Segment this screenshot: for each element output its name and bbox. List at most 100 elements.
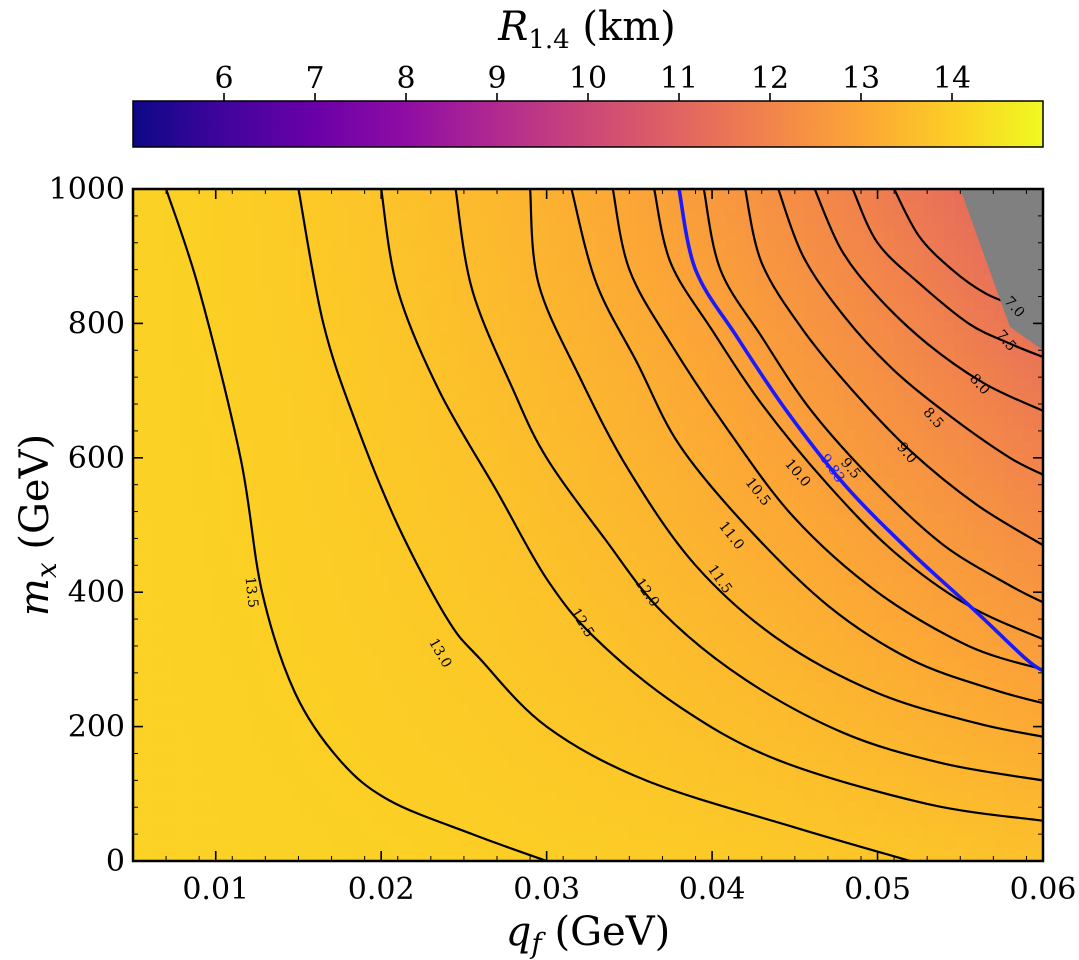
heatmap-cell	[884, 573, 896, 586]
heatmap-cell	[409, 213, 421, 226]
heatmap-cell	[498, 825, 510, 838]
heatmap-cell	[528, 441, 540, 454]
heatmap-cell	[667, 321, 678, 334]
heatmap-cell	[390, 585, 401, 598]
heatmap-cell	[706, 477, 718, 490]
heatmap-cell	[934, 357, 945, 370]
heatmap-cell	[657, 273, 668, 286]
heatmap-cell	[548, 777, 559, 790]
heatmap-cell	[815, 837, 826, 850]
heatmap-cell	[726, 501, 737, 514]
heatmap-cell	[845, 585, 856, 598]
heatmap-cell	[637, 501, 648, 514]
heatmap-cell	[508, 753, 520, 766]
heatmap-cell	[479, 537, 490, 550]
heatmap-cell	[756, 729, 767, 742]
heatmap-cell	[162, 657, 174, 670]
heatmap-cell	[479, 441, 490, 454]
heatmap-cell	[330, 465, 342, 478]
heatmap-cell	[390, 621, 401, 634]
heatmap-cell	[340, 369, 352, 382]
heatmap-cell	[281, 237, 292, 250]
heatmap-cell	[281, 345, 292, 358]
heatmap-cell	[409, 297, 421, 310]
heatmap-cell	[637, 561, 648, 574]
heatmap-cell	[142, 261, 154, 274]
heatmap-cell	[953, 537, 965, 550]
heatmap-cell	[993, 837, 1005, 850]
heatmap-cell	[835, 741, 846, 754]
heatmap-cell	[766, 801, 777, 814]
heatmap-cell	[360, 609, 371, 622]
heatmap-cell	[518, 597, 530, 610]
heatmap-cell	[390, 381, 401, 394]
heatmap-cell	[222, 261, 233, 274]
heatmap-cell	[429, 345, 441, 358]
heatmap-cell	[845, 513, 856, 526]
heatmap-cell	[558, 549, 569, 562]
heatmap-cell	[716, 741, 728, 754]
heatmap-cell	[884, 441, 896, 454]
heatmap-cell	[271, 621, 282, 634]
heatmap-cell	[607, 801, 619, 814]
heatmap-cell	[172, 537, 184, 550]
heatmap-cell	[874, 429, 886, 442]
heatmap-cell	[400, 573, 411, 586]
heatmap-cell	[558, 237, 569, 250]
heatmap-cell	[716, 453, 728, 466]
colorbar-tick-label: 14	[933, 61, 971, 96]
heatmap-cell	[152, 261, 164, 274]
heatmap-cell	[578, 645, 589, 658]
heatmap-cell	[647, 765, 658, 778]
heatmap-cell	[291, 225, 302, 238]
heatmap-cell	[271, 417, 282, 430]
heatmap-cell	[973, 381, 985, 394]
heatmap-cell	[182, 237, 193, 250]
heatmap-cell	[528, 549, 540, 562]
heatmap-cell	[320, 189, 332, 202]
heatmap-cell	[973, 849, 985, 861]
heatmap-cell	[568, 645, 579, 658]
heatmap-cell	[677, 477, 688, 490]
heatmap-cell	[726, 201, 737, 214]
heatmap-cell	[805, 657, 817, 670]
heatmap-cell	[152, 741, 164, 754]
heatmap-cell	[588, 525, 599, 538]
heatmap-cell	[439, 573, 451, 586]
heatmap-cell	[301, 825, 312, 838]
heatmap-cell	[627, 753, 639, 766]
heatmap-cell	[261, 201, 273, 214]
heatmap-cell	[350, 465, 362, 478]
heatmap-cell	[756, 777, 767, 790]
heatmap-cell	[271, 429, 282, 442]
heatmap-cell	[320, 429, 332, 442]
heatmap-cell	[815, 381, 826, 394]
heatmap-cell	[944, 333, 955, 346]
heatmap-cell	[261, 741, 273, 754]
heatmap-cell	[182, 489, 193, 502]
heatmap-cell	[291, 213, 302, 226]
heatmap-cell	[716, 201, 728, 214]
heatmap-cell	[261, 273, 273, 286]
heatmap-cell	[222, 201, 233, 214]
heatmap-cell	[973, 285, 985, 298]
heatmap-cell	[429, 321, 441, 334]
heatmap-cell	[400, 525, 411, 538]
heatmap-cell	[469, 489, 480, 502]
heatmap-cell	[775, 369, 787, 382]
heatmap-cell	[845, 273, 856, 286]
heatmap-cell	[864, 657, 876, 670]
heatmap-cell	[528, 693, 540, 706]
heatmap-cell	[419, 477, 431, 490]
heatmap-cell	[993, 405, 1005, 418]
heatmap-cell	[311, 381, 322, 394]
heatmap-cell	[736, 465, 747, 478]
heatmap-cell	[973, 309, 985, 322]
heatmap-cell	[320, 645, 332, 658]
heatmap-cell	[667, 705, 678, 718]
heatmap-cell	[133, 417, 144, 430]
heatmap-cell	[973, 453, 985, 466]
heatmap-cell	[439, 213, 451, 226]
heatmap-cell	[953, 729, 965, 742]
heatmap-cell	[657, 513, 668, 526]
